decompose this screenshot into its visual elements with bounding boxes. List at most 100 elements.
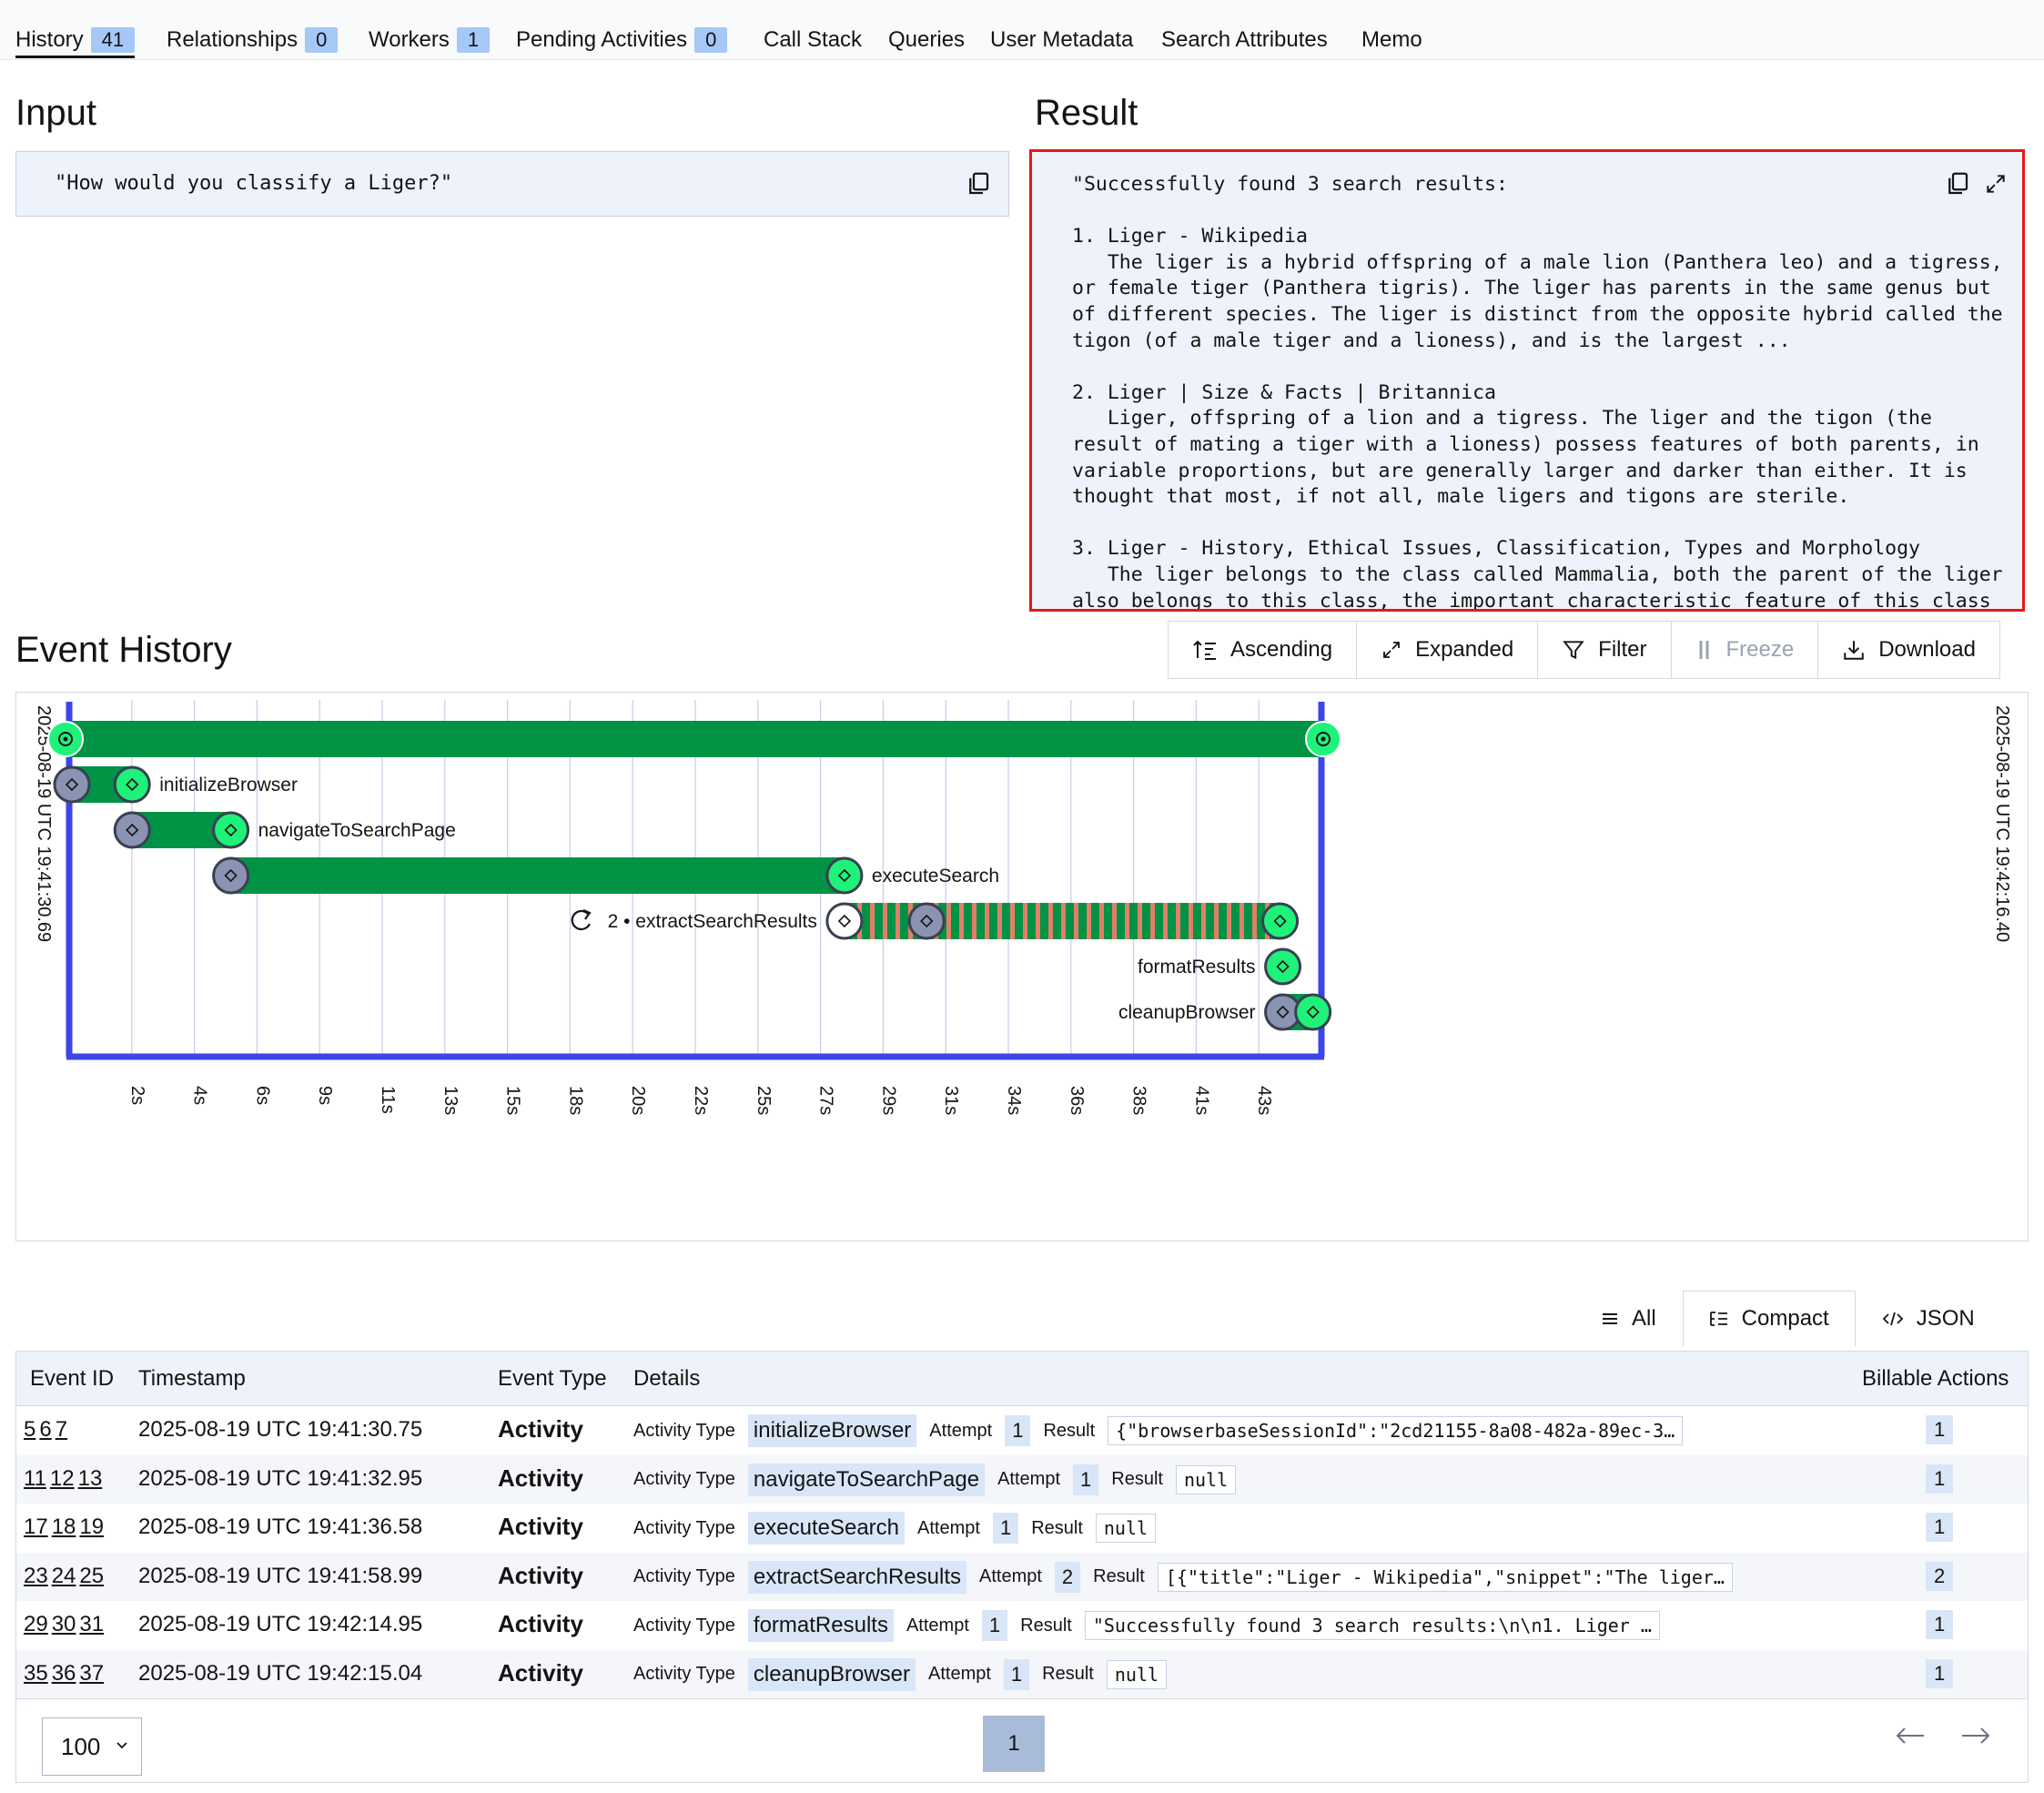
event-history-title: Event History [15, 630, 232, 670]
event-id-link[interactable]: 12 [49, 1465, 75, 1491]
tab-user-metadata[interactable]: User Metadata [990, 27, 1134, 52]
event-id-link[interactable]: 19 [79, 1514, 105, 1539]
table-row[interactable]: 5 6 7 2025-08-19 UTC 19:41:30.75 Activity Act… [16, 1406, 2028, 1455]
activity-scheduled-marker[interactable] [212, 856, 250, 895]
event-type: Activity [498, 1561, 583, 1589]
input-value: "How would you classify a Liger?" [55, 172, 453, 195]
tab-search-attributes[interactable]: Search Attributes [1161, 27, 1328, 52]
tab-memo[interactable]: Memo [1361, 27, 1422, 52]
activity-completed-marker[interactable] [1264, 947, 1302, 986]
activity-label: executeSearch [872, 866, 999, 886]
result-code-block[interactable]: "Successfully found 3 search results: 1.… [1031, 151, 2023, 610]
activity-completed-marker[interactable] [212, 811, 250, 849]
freeze-button[interactable]: Freeze [1670, 621, 1819, 679]
activity-bar[interactable] [230, 857, 845, 894]
activity-completed-marker[interactable] [825, 856, 864, 895]
page-button-1[interactable]: 1 [983, 1716, 1045, 1772]
event-type: Activity [498, 1610, 583, 1637]
input-title: Input [15, 93, 96, 133]
tab-queries[interactable]: Queries [888, 27, 966, 52]
view-json-button[interactable]: JSON [1856, 1291, 2001, 1347]
event-id-link[interactable]: 31 [79, 1612, 105, 1636]
filter-button[interactable]: Filter [1537, 621, 1672, 679]
activity-retry-marker[interactable] [907, 902, 946, 940]
result-label: Result [1020, 1615, 1072, 1636]
expanded-label: Expanded [1415, 637, 1514, 662]
event-id-link[interactable]: 5 [24, 1417, 36, 1442]
tab-label: Relationships [167, 27, 299, 52]
tab-workers[interactable]: Workers 1 [369, 27, 491, 58]
activity-scheduled-marker[interactable] [113, 811, 151, 849]
tick-label: 36s [1067, 1086, 1087, 1115]
tick-label: 6s [252, 1086, 272, 1105]
activity-completed-marker[interactable] [1294, 993, 1332, 1031]
tab-relationships[interactable]: Relationships 0 [167, 27, 339, 58]
table-row[interactable]: 11 12 13 2025-08-19 UTC 19:41:32.95 Activity… [16, 1454, 2028, 1504]
tab-pending-activities[interactable]: Pending Activities 0 [516, 27, 728, 58]
sort-ascending-icon [1193, 640, 1216, 660]
activity-scheduled-marker[interactable] [53, 765, 91, 804]
attempt-label: Attempt [929, 1420, 993, 1441]
tick-label: 20s [628, 1086, 648, 1115]
table-row[interactable]: 17 18 19 2025-08-19 UTC 19:41:36.58 Activity… [16, 1504, 2028, 1553]
activity-type-value: extractSearchResults [747, 1560, 966, 1594]
table-row[interactable]: 29 30 31 2025-08-19 UTC 19:42:14.95 Activity… [16, 1601, 2028, 1650]
event-id-link[interactable]: 17 [24, 1514, 48, 1539]
result-title: Result [1035, 93, 1138, 133]
expanded-button[interactable]: Expanded [1356, 621, 1539, 679]
view-toggle: All Compact JSON [1574, 1291, 2001, 1347]
timeline-end-label: 2025-08-19 UTC 19:42:16.40 [1992, 705, 2012, 942]
ascending-button[interactable]: Ascending [1168, 621, 1358, 679]
tab-history[interactable]: History 41 [15, 27, 136, 58]
download-button[interactable]: Download [1817, 621, 2000, 679]
activity-type-value: executeSearch [747, 1512, 906, 1545]
workflow-bar[interactable] [64, 721, 1327, 757]
activity-completed-marker[interactable] [113, 765, 151, 804]
event-id-link[interactable]: 29 [24, 1612, 48, 1636]
event-id-link[interactable]: 7 [55, 1417, 68, 1442]
activity-type-label: Activity Type [633, 1664, 735, 1684]
billable-actions: 1 [1926, 1658, 1954, 1688]
tick-label: 2s [127, 1086, 147, 1105]
table-row[interactable]: 23 24 25 2025-08-19 UTC 19:41:58.99 Activity… [16, 1552, 2028, 1601]
event-id-link[interactable]: 25 [79, 1563, 105, 1588]
activity-diamond-icon [126, 777, 139, 792]
tick-label: 34s [1004, 1086, 1024, 1115]
event-id-link[interactable]: 36 [51, 1660, 76, 1686]
event-id-link[interactable]: 11 [24, 1465, 46, 1491]
arrow-right-icon[interactable] [1960, 1725, 1991, 1747]
copy-icon[interactable] [965, 170, 992, 198]
event-id-link[interactable]: 30 [51, 1612, 76, 1636]
tab-label: Pending Activities [516, 27, 688, 52]
tick-label: 38s [1129, 1086, 1149, 1115]
view-json-label: JSON [1916, 1306, 1975, 1331]
page-size-select[interactable]: 100 [42, 1717, 142, 1776]
tab-call-stack[interactable]: Call Stack [764, 27, 863, 52]
attempt-value: 1 [1003, 1658, 1030, 1690]
copy-icon[interactable] [1944, 170, 1971, 198]
tick-label: 41s [1191, 1086, 1211, 1115]
attempt-value: 1 [992, 1513, 1019, 1544]
download-label: Download [1878, 637, 1976, 662]
event-id-link[interactable]: 18 [51, 1514, 76, 1539]
activity-label: formatResults [1138, 957, 1256, 978]
activity-diamond-icon [837, 914, 852, 928]
activity-completed-marker[interactable] [1261, 902, 1300, 940]
event-id-link[interactable]: 35 [24, 1660, 48, 1686]
view-compact-button[interactable]: Compact [1682, 1291, 1856, 1347]
event-id-link[interactable]: 6 [39, 1417, 52, 1442]
table-row[interactable]: 35 36 37 2025-08-19 UTC 19:42:15.04 Activity… [16, 1649, 2028, 1698]
result-label: Result [1042, 1664, 1094, 1684]
activity-scheduled-marker[interactable] [825, 902, 864, 940]
activity-type-value: navigateToSearchPage [747, 1463, 986, 1496]
expand-icon[interactable] [1984, 172, 2008, 196]
event-id-link[interactable]: 13 [77, 1465, 103, 1491]
event-type: Activity [498, 1415, 583, 1443]
arrow-left-icon[interactable] [1895, 1725, 1926, 1747]
event-id-link[interactable]: 23 [24, 1563, 48, 1588]
event-id-link[interactable]: 24 [51, 1563, 76, 1588]
result-label: Result [1093, 1566, 1145, 1586]
event-id-link[interactable]: 37 [79, 1660, 105, 1686]
view-all-button[interactable]: All [1574, 1291, 1683, 1347]
tick-label: 27s [816, 1086, 836, 1115]
